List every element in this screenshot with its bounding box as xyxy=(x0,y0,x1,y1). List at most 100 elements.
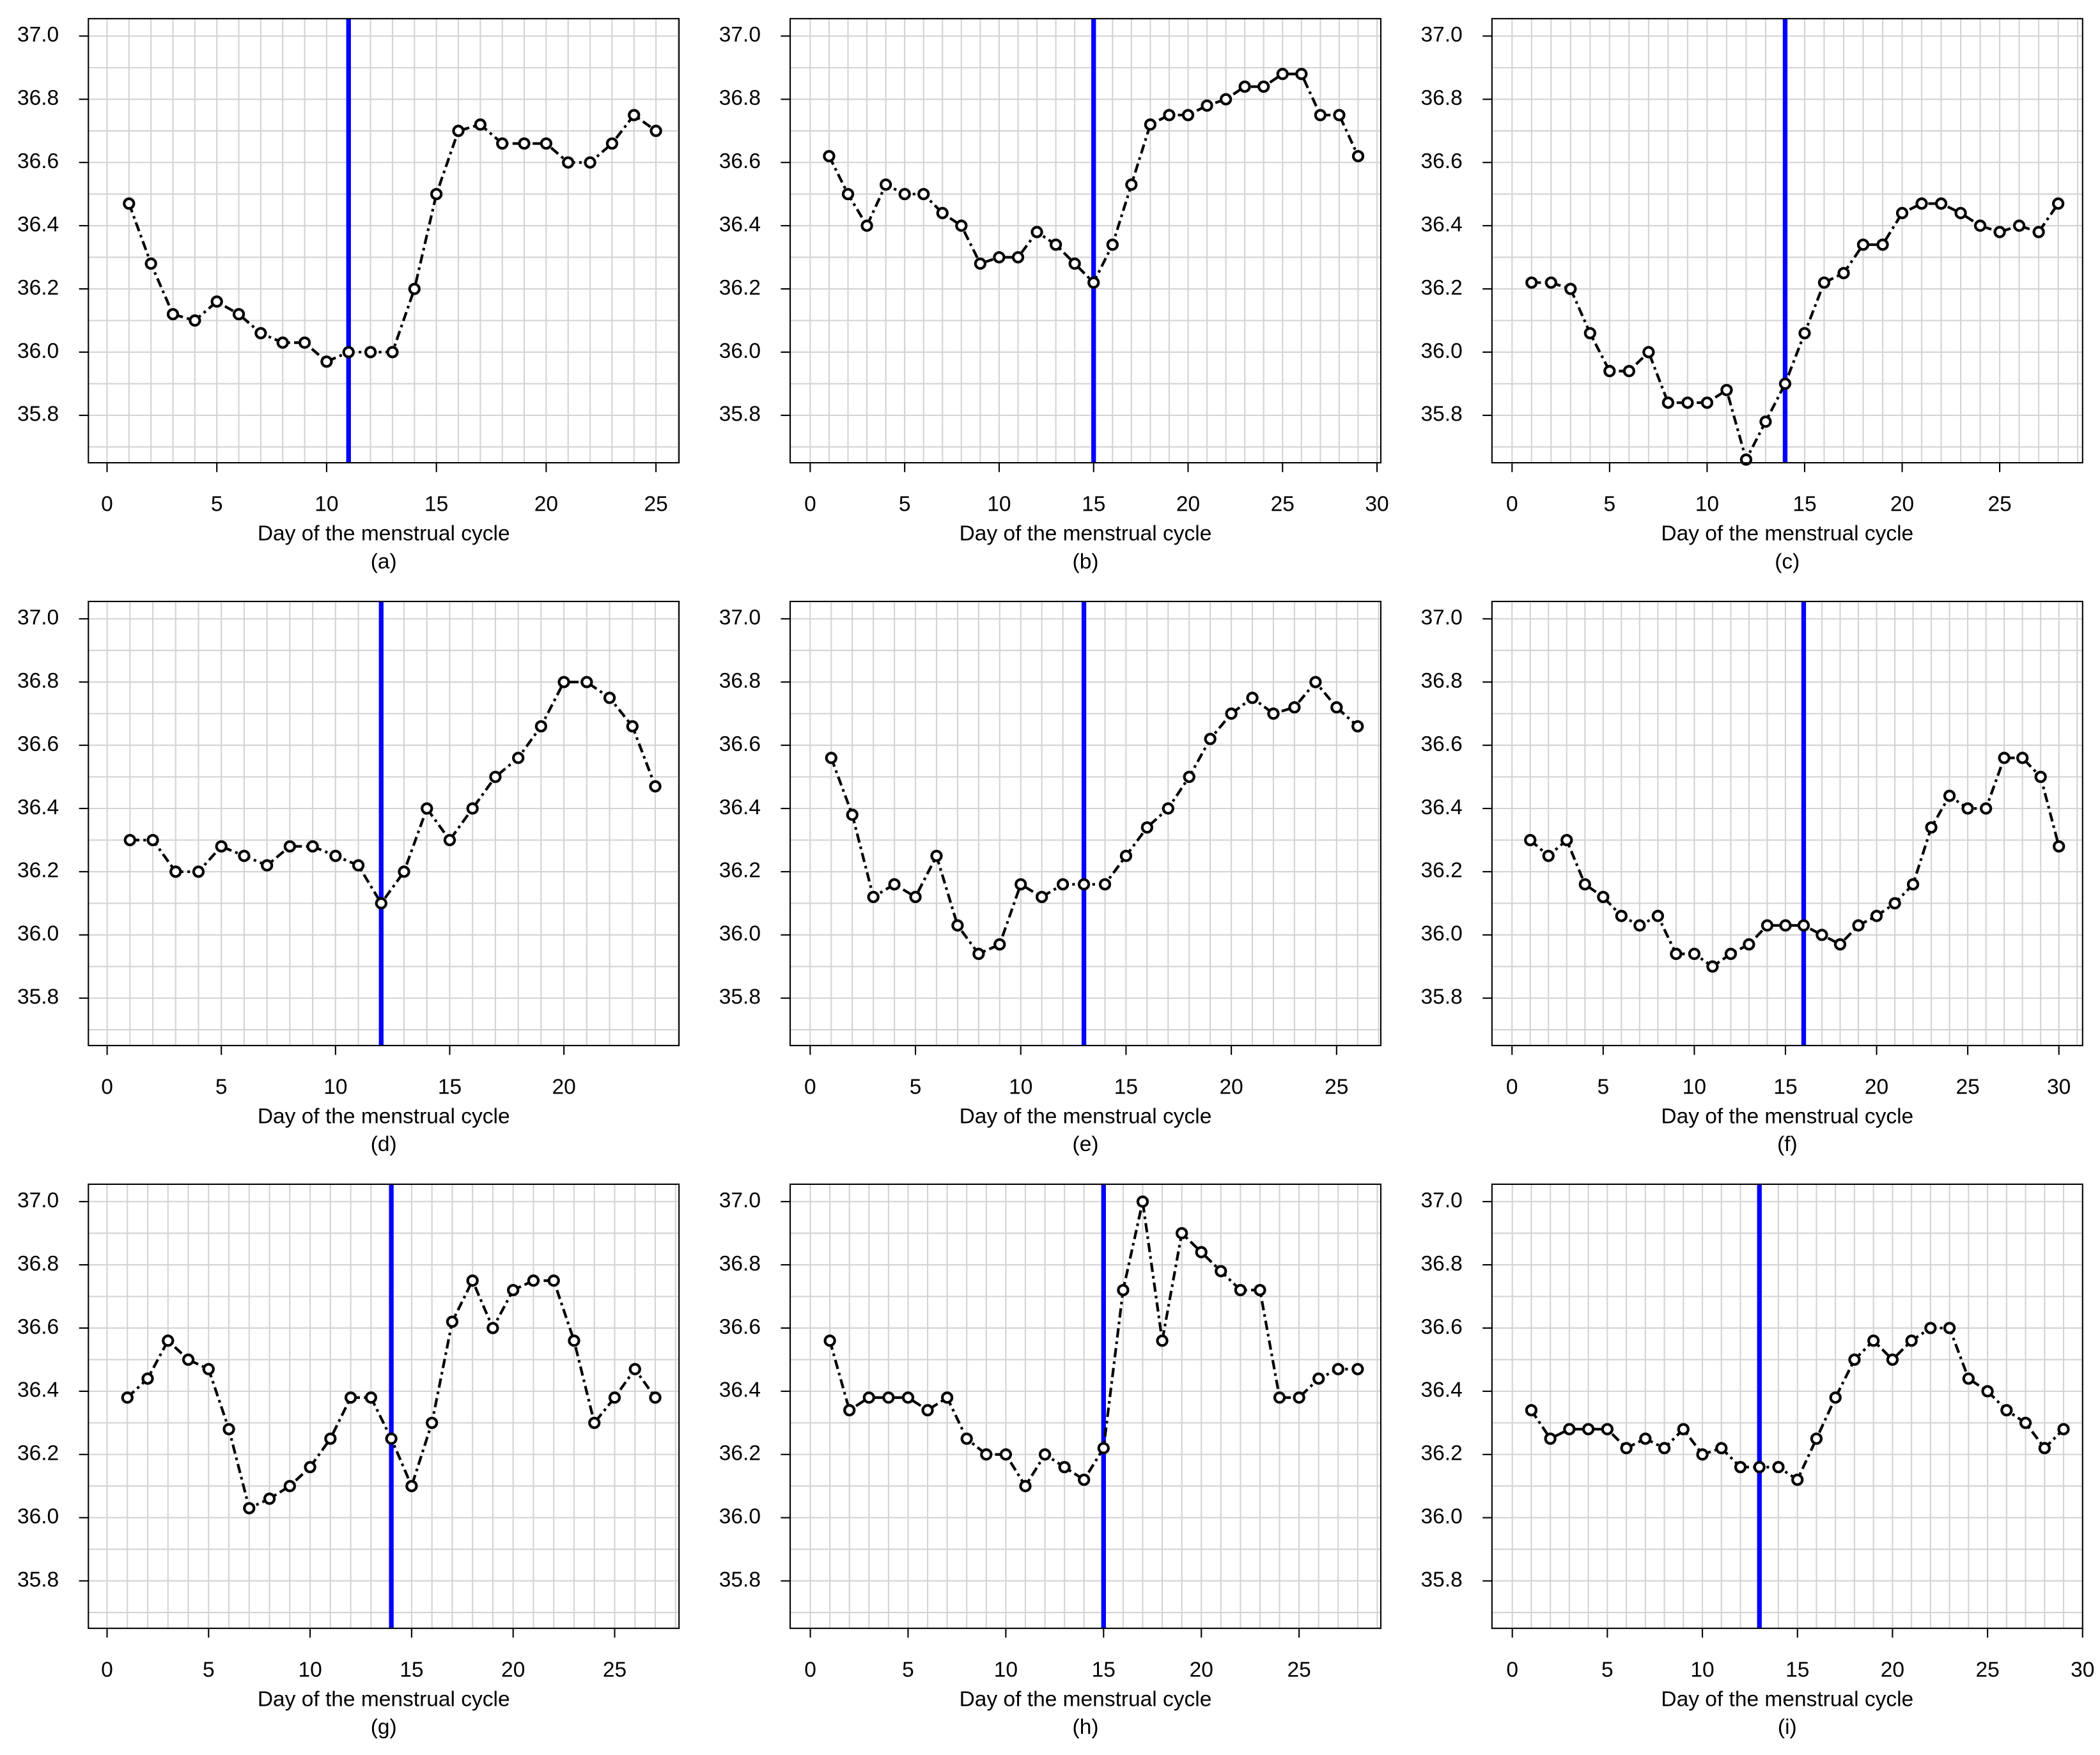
data-point xyxy=(1856,238,1870,251)
data-point xyxy=(2000,1403,2013,1417)
data-point xyxy=(1215,1265,1227,1278)
x-tick-label: 15 xyxy=(1092,1658,1116,1682)
data-point xyxy=(1961,802,1974,815)
data-point xyxy=(603,692,616,704)
data-point xyxy=(385,1432,398,1445)
y-tick-label: 36.8 xyxy=(719,669,761,693)
x-tick-label: 20 xyxy=(1890,493,1914,516)
data-point xyxy=(2034,770,2047,784)
data-point xyxy=(364,346,377,359)
y-tick-label: 36.4 xyxy=(719,213,761,236)
data-point xyxy=(254,327,267,339)
x-tick-label: 0 xyxy=(1506,1076,1518,1099)
y-tick-label: 36.0 xyxy=(719,922,761,946)
data-point xyxy=(1119,849,1133,862)
y-tick-label: 36.0 xyxy=(17,1505,59,1529)
data-point xyxy=(1886,1353,1899,1366)
data-point xyxy=(843,1403,856,1417)
panel: 0 5 10 15 20 25 35.8 36.2 36.4 36.6 36.8 36.0 37.0 Da… xyxy=(719,1183,1382,1739)
data-point xyxy=(1924,1322,1937,1334)
data-point xyxy=(649,1391,662,1404)
plot-frame xyxy=(789,601,1382,1046)
data-point xyxy=(1895,206,1909,219)
data-point xyxy=(238,849,251,862)
y-tick-label: 35.8 xyxy=(1421,1568,1463,1591)
plot-frame xyxy=(789,18,1382,464)
y-tick-label: 37.0 xyxy=(1421,606,1463,630)
data-point xyxy=(1779,919,1792,932)
x-tick-label: 20 xyxy=(552,1076,575,1099)
data-point xyxy=(1056,878,1069,891)
data-point xyxy=(1332,1363,1344,1375)
x-tick-label: 5 xyxy=(1604,493,1616,516)
data-point xyxy=(1817,276,1831,289)
y-tick-label: 36.6 xyxy=(1421,1315,1463,1339)
data-point xyxy=(496,137,509,150)
y-tick-label: 36.2 xyxy=(1421,1442,1463,1465)
y-tick-label: 37.0 xyxy=(17,1189,59,1212)
data-point xyxy=(320,355,333,368)
data-point xyxy=(364,1391,378,1404)
data-point xyxy=(588,1416,601,1429)
data-point xyxy=(1837,267,1850,279)
x-tick-label: 25 xyxy=(1987,493,2011,516)
x-tick-label: 20 xyxy=(534,493,558,516)
x-axis-label: Day of the menstrual cycle xyxy=(258,1687,510,1711)
plot-frame xyxy=(88,1183,680,1629)
data-point xyxy=(1097,1442,1110,1455)
data-point xyxy=(1797,919,1810,932)
data-point xyxy=(534,720,548,733)
data-point xyxy=(1295,68,1308,81)
data-point xyxy=(261,859,274,872)
data-point xyxy=(1019,1480,1032,1492)
x-tick-label: 15 xyxy=(1114,1076,1138,1099)
data-point xyxy=(1333,109,1346,121)
data-point xyxy=(1700,396,1714,409)
y-tick-label: 36.8 xyxy=(17,669,59,693)
y-tick-label: 37.0 xyxy=(17,23,59,47)
x-tick-label: 25 xyxy=(1287,1658,1311,1682)
y-tick-label: 36.2 xyxy=(719,859,761,883)
data-point xyxy=(626,720,639,733)
data-point xyxy=(527,1274,540,1287)
y-tick-label: 36.4 xyxy=(719,796,761,819)
data-point xyxy=(862,1391,875,1404)
data-point xyxy=(1688,947,1701,961)
data-point xyxy=(342,346,355,359)
data-point xyxy=(426,1416,439,1429)
data-point xyxy=(1273,1391,1286,1404)
data-point xyxy=(1309,676,1322,688)
data-point xyxy=(1098,878,1112,891)
data-point xyxy=(1753,1460,1766,1474)
y-tick-label: 36.0 xyxy=(719,339,761,363)
data-point xyxy=(222,1423,235,1435)
x-tick-label: 30 xyxy=(2047,1076,2071,1099)
x-tick-label: 20 xyxy=(1176,493,1200,516)
panel: 0 5 10 15 20 25 30 35.8 36.2 36.4 36.6 36.8 36.0 37.0… xyxy=(1421,601,2083,1156)
data-point xyxy=(123,833,136,847)
data-point xyxy=(306,840,319,853)
data-point xyxy=(823,1334,836,1347)
data-point xyxy=(1639,1432,1652,1445)
temperature-line xyxy=(830,679,1359,956)
x-tick-label: 20 xyxy=(501,1658,525,1682)
data-point xyxy=(1564,282,1577,295)
data-point xyxy=(628,1363,641,1375)
data-point xyxy=(1905,1334,1918,1347)
data-point xyxy=(1715,1442,1728,1455)
data-point xyxy=(1246,692,1259,704)
data-point xyxy=(443,833,456,847)
data-point xyxy=(930,849,943,862)
data-point xyxy=(2038,1442,2051,1455)
data-point xyxy=(993,251,1006,264)
data-point xyxy=(1829,1391,1842,1404)
data-point xyxy=(1696,1448,1709,1461)
y-tick-label: 37.0 xyxy=(719,606,761,630)
x-tick-label: 0 xyxy=(101,1076,113,1099)
data-point xyxy=(882,1391,895,1404)
x-tick-label: 5 xyxy=(910,1076,922,1099)
y-tick-label: 36.0 xyxy=(719,1505,761,1529)
data-point xyxy=(1204,732,1217,745)
data-point xyxy=(474,118,486,131)
x-axis-label: Day of the menstrual cycle xyxy=(960,522,1212,546)
